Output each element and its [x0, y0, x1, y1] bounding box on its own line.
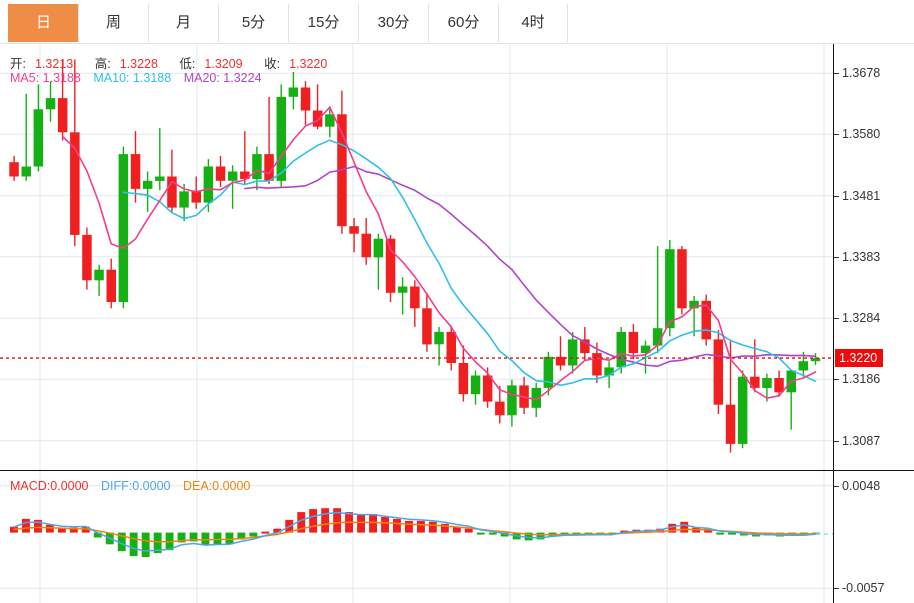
- ma10-legend-value: MA10: 1.3188: [93, 71, 172, 85]
- low-value: 1.3209: [204, 57, 243, 71]
- tabbar-underline: [0, 43, 914, 44]
- low-label: 低:: [179, 57, 196, 71]
- high-value: 1.3228: [119, 57, 158, 71]
- price-tick-5: 1.3186: [834, 372, 880, 386]
- macd-legend: MACD:0.0000 DIFF:0.0000 DEA:0.0000: [10, 479, 259, 493]
- macd-plot-area[interactable]: [0, 471, 833, 603]
- price-plot-area[interactable]: [0, 44, 833, 470]
- macd-legend-value: MACD:0.0000: [10, 479, 89, 493]
- close-label: 收:: [264, 57, 281, 71]
- price-tick-4: 1.3284: [834, 311, 880, 325]
- open-label: 开:: [10, 57, 26, 71]
- period-tab-0[interactable]: 日: [8, 4, 78, 42]
- ohlc-legend: 开: 1.3213 高: 1.3228 低: 1.3209 收: 1.3220: [10, 53, 345, 72]
- price-tick-6: 1.3087: [834, 434, 880, 448]
- price-chart-panel[interactable]: 开: 1.3213 高: 1.3228 低: 1.3209 收: 1.3220 MA5:…: [0, 44, 914, 470]
- close-value: 1.3220: [289, 57, 328, 71]
- period-tab-2[interactable]: 月: [148, 4, 218, 42]
- dea-legend-value: DEA:0.0000: [182, 479, 251, 493]
- period-tab-7[interactable]: 4时: [498, 4, 568, 42]
- period-tab-4[interactable]: 15分: [288, 4, 358, 42]
- price-tick-1: 1.3580: [834, 127, 880, 141]
- current-price-badge: 1.3220: [835, 349, 884, 368]
- period-tab-5[interactable]: 30分: [358, 4, 428, 42]
- macd-tick-1: -0.0057: [834, 581, 884, 595]
- macd-canvas: [0, 471, 833, 603]
- macd-axis: 0.0048 -0.0057: [833, 471, 914, 603]
- open-value: 1.3213: [34, 57, 74, 71]
- price-tick-3: 1.3383: [834, 250, 880, 264]
- diff-legend-value: DIFF:0.0000: [101, 479, 171, 493]
- period-tab-strip: 日周月 5分 15分 30分 60分 4时: [8, 4, 568, 42]
- macd-tick-0: 0.0048: [834, 479, 880, 493]
- ma20-legend-value: MA20: 1.3224: [183, 71, 262, 85]
- macd-chart-panel[interactable]: MACD:0.0000 DIFF:0.0000 DEA:0.0000 0.004…: [0, 470, 914, 603]
- period-tab-6[interactable]: 60分: [428, 4, 498, 42]
- period-tab-bar: 日周月 5分 15分 30分 60分 4时: [0, 0, 914, 44]
- price-tick-0: 1.3678: [834, 66, 880, 80]
- price-axis: 1.3678 1.3580 1.3481 1.3383 1.3284 1.3186 1.30…: [833, 44, 914, 470]
- candlestick-canvas: [0, 44, 833, 470]
- period-tab-3[interactable]: 5分: [218, 4, 288, 42]
- period-tab-1[interactable]: 周: [78, 4, 148, 42]
- price-tick-2: 1.3481: [834, 189, 880, 203]
- ma5-legend-value: MA5: 1.3188: [10, 71, 81, 85]
- high-label: 高:: [94, 57, 111, 71]
- moving-average-legend: MA5: 1.3188 MA10: 1.3188 MA20: 1.3224: [10, 71, 271, 85]
